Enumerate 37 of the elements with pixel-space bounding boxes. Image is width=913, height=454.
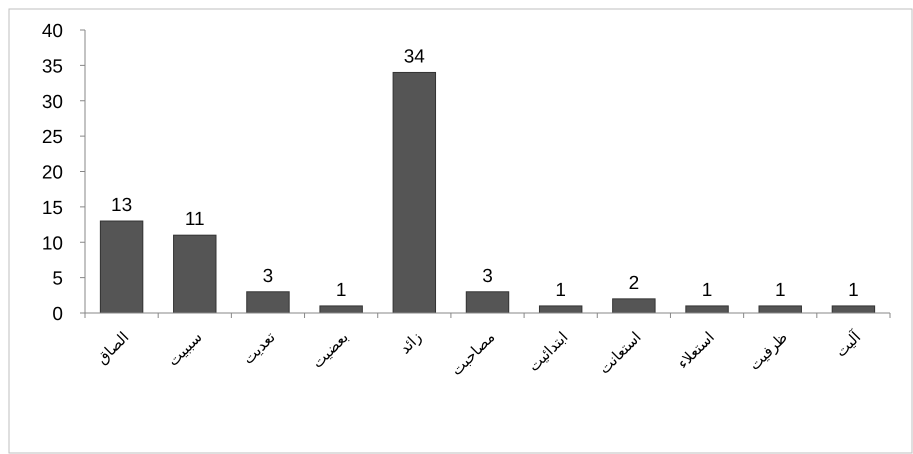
y-tick-label: 5 xyxy=(52,268,63,290)
bar xyxy=(466,291,510,314)
x-tick-label: استعانت xyxy=(595,328,645,378)
x-tick-label: آلیت xyxy=(831,326,865,361)
x-tick-label: الصاق xyxy=(92,328,132,368)
data-label: 13 xyxy=(111,195,132,216)
bar xyxy=(612,298,656,314)
x-tick-label: مصاحبت xyxy=(447,328,498,380)
data-label: 1 xyxy=(702,280,712,301)
data-label: 3 xyxy=(262,266,274,287)
y-tick-label: 0 xyxy=(52,304,63,325)
bar xyxy=(392,72,436,314)
x-tick-label: سببیت xyxy=(164,328,206,370)
data-label: 1 xyxy=(848,280,859,301)
y-tick-label: 20 xyxy=(42,162,63,184)
bar xyxy=(173,234,216,314)
x-tick-label: استعلاء xyxy=(674,328,718,372)
x-tick-label: بعضیت xyxy=(308,328,352,372)
data-label: 34 xyxy=(404,46,426,68)
x-tick-label: ظرفیت xyxy=(745,328,792,374)
data-label: 1 xyxy=(555,280,566,301)
y-tick-label: 15 xyxy=(42,198,63,219)
bar xyxy=(246,291,290,314)
data-label: 2 xyxy=(628,272,640,294)
data-label: 3 xyxy=(482,266,493,287)
y-tick-label: 30 xyxy=(42,92,63,113)
x-tick-label: تعدیت xyxy=(239,328,279,368)
y-tick-label: 40 xyxy=(42,21,63,42)
data-label: 1 xyxy=(336,280,346,301)
data-label: 1 xyxy=(774,280,786,301)
data-label: 11 xyxy=(184,209,205,230)
bar xyxy=(100,220,144,314)
y-tick-label: 35 xyxy=(42,56,63,78)
x-tick-label: ابتدائیت xyxy=(524,328,572,376)
y-tick-label: 25 xyxy=(42,127,63,148)
x-tick-label: زائد xyxy=(396,328,426,358)
y-tick-label: 10 xyxy=(42,233,63,254)
